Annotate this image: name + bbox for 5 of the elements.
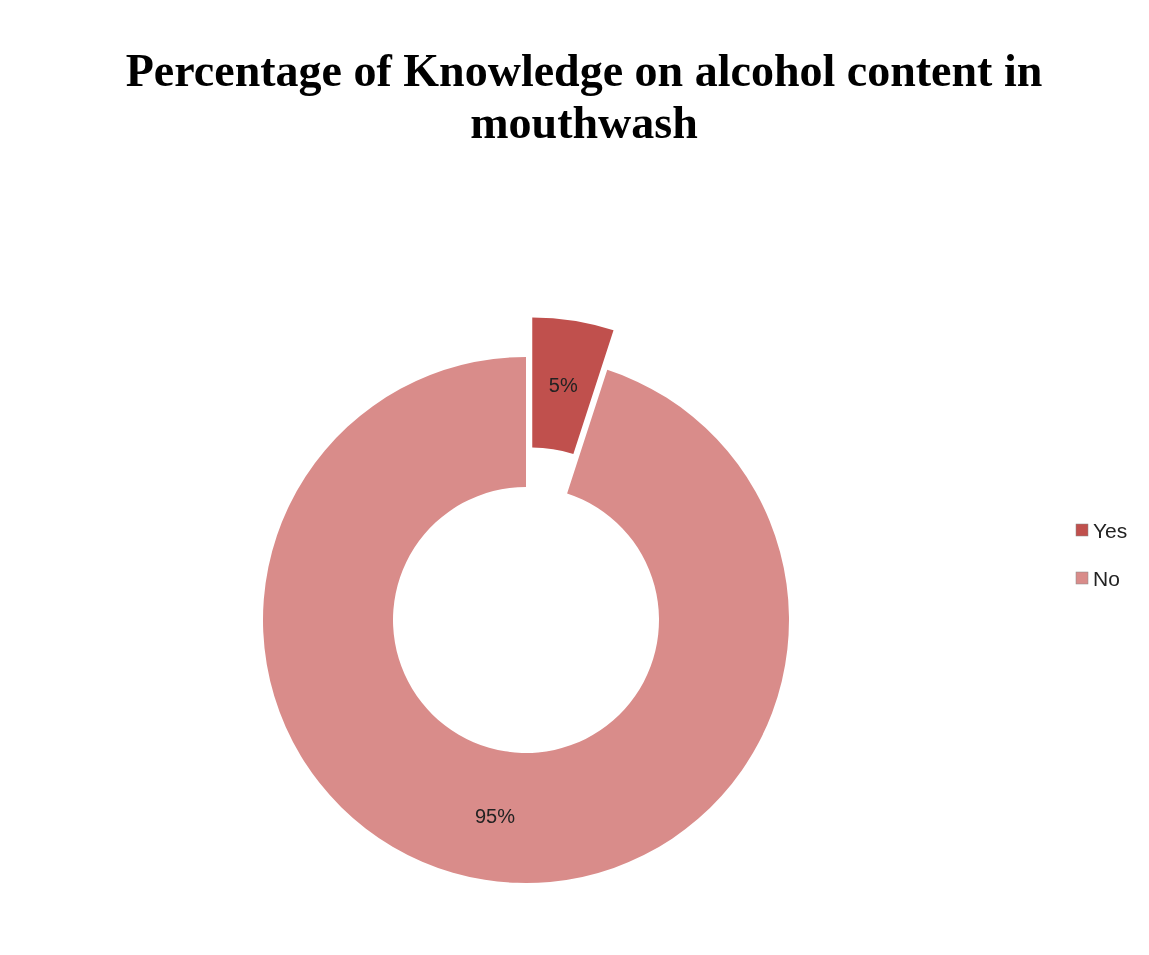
legend-label: No: [1093, 566, 1120, 590]
data-label: 95%: [475, 804, 516, 827]
data-label: 5%: [548, 373, 578, 396]
legend-label: Yes: [1093, 518, 1128, 542]
chart-title: Percentage of Knowledge on alcohol content in mouthwash: [125, 45, 1043, 148]
